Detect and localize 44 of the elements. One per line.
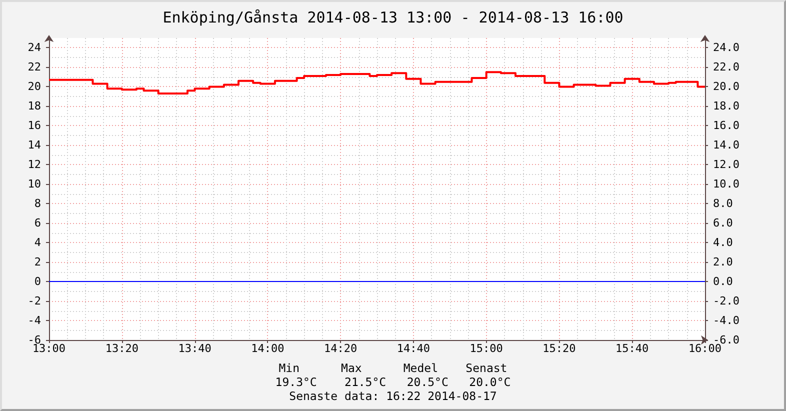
y2-tick-label: 6.0 [713, 216, 733, 230]
y2-tick-label: 12.0 [713, 158, 740, 172]
y2-tick-label: -4.0 [713, 314, 740, 328]
y2-tick-label: -2.0 [713, 294, 740, 308]
y2-tick-label: 0.0 [713, 275, 733, 288]
y-tick-label: 24 [28, 41, 42, 54]
y-tick-label: 16 [28, 119, 41, 132]
y-tick-label: 12 [28, 158, 41, 172]
y-tick-label: 10 [28, 178, 41, 191]
y2-tick-label: 18.0 [713, 100, 740, 113]
y-tick-label: 0 [34, 275, 41, 288]
y-tick-label: 6 [34, 216, 41, 230]
y-tick-label: -2 [28, 294, 41, 308]
x-tick-label: 14:00 [251, 342, 284, 355]
x-tick-label: 13:40 [178, 342, 212, 355]
y-tick-label: 18 [28, 100, 41, 113]
y-tick-label: 14 [28, 138, 42, 152]
x-tick-label: 14:20 [324, 342, 358, 355]
y2-tick-label: 10.0 [713, 178, 740, 191]
y-tick-label: 20 [28, 80, 41, 94]
y2-tick-label: 8.0 [713, 197, 733, 210]
y-tick-label: 2 [34, 256, 41, 269]
text: Min Max Medel Senast [278, 361, 508, 375]
y-tick-label: 22 [28, 60, 41, 74]
x-tick-label: 15:40 [616, 342, 649, 355]
y2-tick-label: 24.0 [713, 41, 740, 54]
x-tick-label: 16:00 [688, 342, 722, 355]
chart-title: Enköping/Gånsta 2014-08-13 13:00 - 2014-08-13 16:00 [162, 8, 624, 26]
y2-tick-label: 4.0 [713, 236, 733, 250]
y2-tick-label: 20.0 [713, 80, 740, 94]
x-tick-label: 13:00 [32, 342, 66, 355]
x-tick-label: 15:00 [470, 342, 503, 355]
x-tick-label: 15:20 [542, 342, 576, 355]
y2-tick-label: 16.0 [713, 119, 740, 132]
y-tick-label: 4 [34, 236, 42, 250]
y-tick-label: 8 [34, 197, 41, 210]
y-tick-label: -4 [28, 314, 42, 328]
y2-tick-label: 2.0 [713, 256, 733, 269]
x-tick-label: 13:20 [105, 342, 138, 355]
y2-tick-label: 14.0 [713, 138, 740, 152]
y2-tick-label: 22.0 [713, 60, 740, 74]
text: 19.3°C 21.5°C 20.5°C 20.0°C [274, 375, 512, 389]
x-tick-label: 14:40 [396, 342, 430, 355]
text: Senaste data: 16:22 2014-08-17 [288, 389, 498, 403]
